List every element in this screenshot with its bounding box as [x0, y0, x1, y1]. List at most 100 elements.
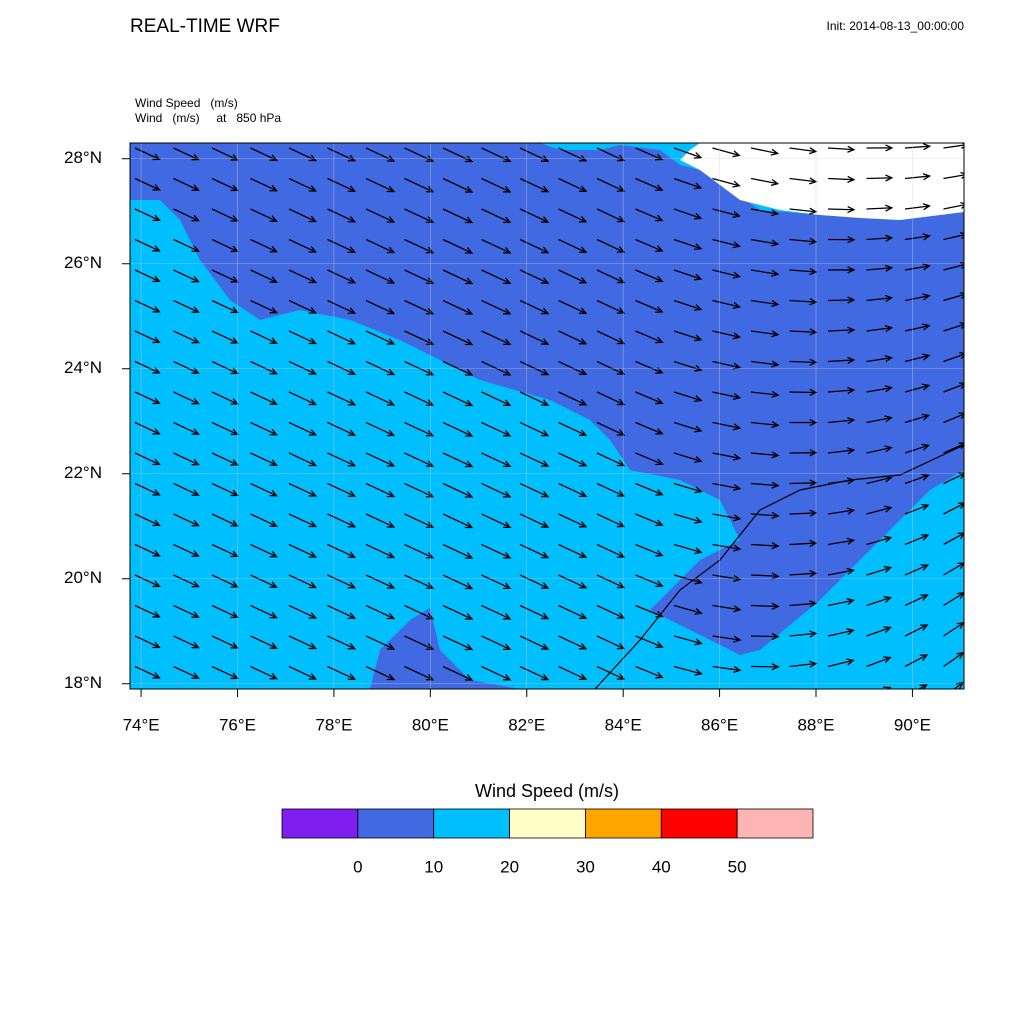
- wind-arrow: [134, 238, 161, 252]
- wind-arrow: [250, 330, 278, 344]
- wind-arrow: [827, 386, 856, 395]
- field-line: Wind (m/s) at 850 hPa: [135, 111, 281, 125]
- no-data-region: [680, 143, 964, 220]
- coastline: [594, 444, 964, 689]
- wind-arrow: [790, 691, 816, 697]
- wind-arrow: [558, 604, 588, 619]
- lon-label: 80°E: [412, 715, 449, 734]
- wind-arrow: [904, 473, 930, 485]
- wind-arrow: [866, 445, 893, 454]
- wind-arrow: [250, 299, 278, 314]
- lon-label: 82°E: [508, 715, 545, 734]
- wind-arrow: [404, 421, 435, 437]
- wind-arrow: [712, 147, 741, 158]
- wind-arrow: [596, 299, 626, 314]
- wind-arrow: [288, 452, 318, 467]
- wind-arrow: [327, 360, 357, 375]
- wind-arrow: [596, 665, 626, 680]
- wind-arrow: [635, 604, 664, 618]
- wind-arrow: [712, 238, 741, 249]
- wind-arrow: [519, 238, 550, 254]
- wind-arrow: [635, 513, 664, 527]
- wind-arrow: [904, 564, 930, 576]
- wind-arrow: [635, 452, 664, 466]
- wind-arrow: [558, 543, 588, 558]
- wind-arrow: [866, 264, 894, 272]
- wind-arrow: [481, 452, 512, 467]
- wind-arrow: [636, 697, 663, 708]
- wind-arrow: [712, 482, 742, 492]
- wind-arrow: [327, 269, 357, 284]
- wind-arrow: [365, 391, 396, 406]
- wind-arrow: [596, 452, 626, 467]
- wind-arrow: [173, 665, 200, 679]
- wind-arrow: [750, 511, 780, 520]
- wind-arrow: [134, 513, 161, 527]
- wind-arrow: [635, 330, 664, 344]
- wind-arrow: [904, 233, 931, 241]
- wind-arrow: [596, 513, 626, 528]
- wind-arrow: [519, 543, 550, 559]
- wind-arrow: [635, 177, 664, 191]
- wind-arrow: [596, 421, 626, 436]
- wind-arrow: [943, 442, 964, 454]
- wind-arrow: [558, 513, 588, 528]
- wind-arrow: [212, 697, 238, 709]
- wind-arrow: [943, 262, 964, 271]
- wind-arrow: [442, 635, 474, 651]
- wind-arrow: [173, 604, 200, 618]
- wind-arrow: [173, 269, 200, 283]
- wind-arrow: [750, 451, 780, 459]
- wind-arrow: [442, 543, 474, 559]
- colorbar-box: [736, 808, 814, 839]
- wind-arrow: [327, 421, 357, 436]
- colorbar-label: 0: [353, 857, 362, 876]
- wind-arrow: [442, 665, 474, 681]
- wind-arrow: [827, 356, 856, 364]
- wind-arrow: [481, 635, 512, 650]
- wind-arrow: [327, 238, 357, 253]
- wind-arrow: [673, 421, 703, 433]
- wind-arrow: [250, 574, 278, 588]
- wind-arrow: [559, 697, 586, 710]
- wind-arrow: [404, 604, 435, 620]
- wind-arrow: [712, 330, 742, 340]
- wind-arrow: [404, 665, 435, 681]
- wind-arrow: [519, 208, 550, 223]
- wind-arrow: [481, 513, 512, 528]
- wind-arrow: [365, 665, 396, 681]
- wind-arrow: [288, 177, 318, 192]
- wind-arrow: [750, 602, 780, 610]
- wind-arrow: [750, 330, 780, 338]
- wind-arrow: [250, 665, 278, 680]
- colorbar-box: [357, 808, 435, 839]
- wind-arrow: [404, 543, 435, 559]
- wind-arrow: [250, 421, 278, 436]
- wind-arrow: [134, 604, 161, 618]
- wind-arrow: [673, 391, 703, 403]
- lon-label: 84°E: [605, 715, 642, 734]
- wind-arrow: [288, 513, 318, 528]
- wind-arrow: [827, 175, 856, 183]
- wind-arrow: [134, 330, 161, 344]
- wind-arrow: [365, 299, 396, 315]
- wind-arrow: [442, 574, 474, 590]
- wind-arrow: [827, 658, 855, 668]
- wind-arrow: [173, 574, 200, 588]
- wind-arrow: [442, 208, 474, 224]
- colorbar-label: 30: [576, 857, 595, 876]
- wind-arrow: [712, 299, 742, 309]
- wind-arrow: [673, 543, 703, 555]
- wind-arrow: [558, 391, 588, 406]
- lat-label: 20°N: [64, 568, 102, 587]
- wind-arrow: [635, 147, 664, 161]
- wind-arrow: [904, 173, 932, 181]
- wind-arrow: [866, 355, 894, 363]
- wind-arrow: [558, 208, 588, 223]
- wind-arrow: [365, 269, 396, 284]
- wind-arrow: [596, 269, 626, 284]
- wind-arrow: [481, 147, 512, 162]
- wind-arrow: [481, 391, 512, 406]
- wind-arrow: [288, 147, 318, 162]
- colorbar-box: [433, 808, 510, 839]
